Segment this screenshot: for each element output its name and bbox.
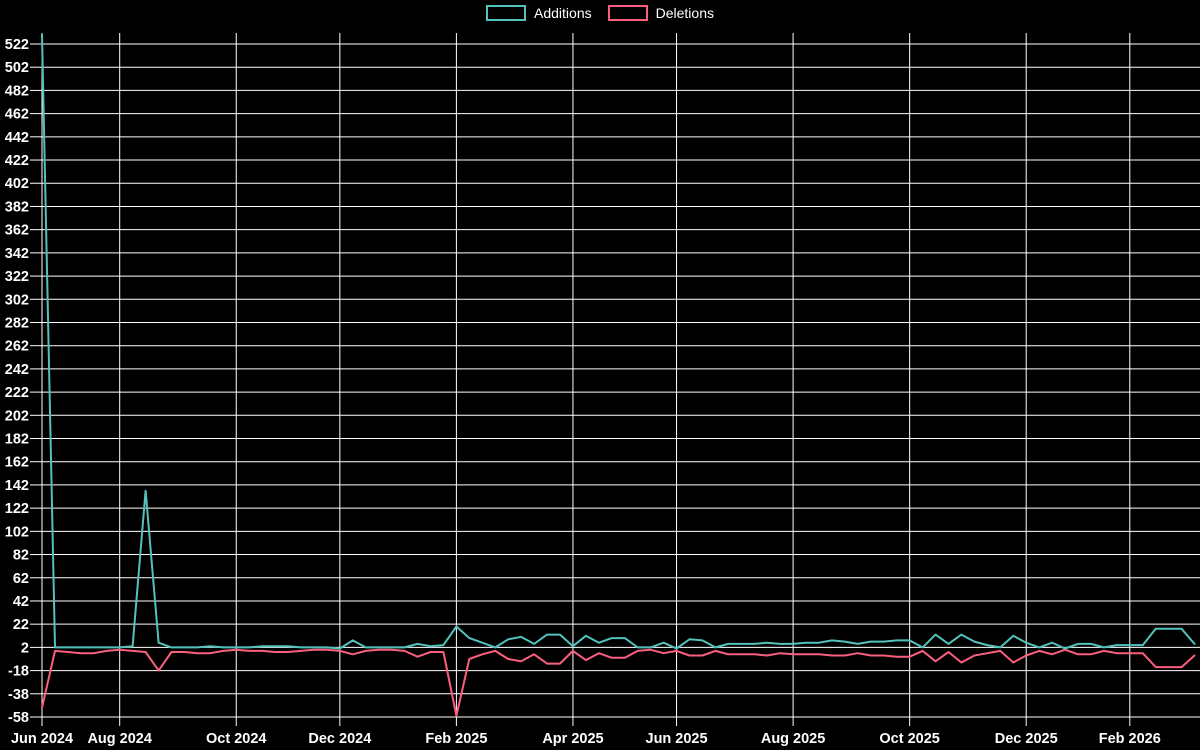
additions-swatch-icon [486, 5, 527, 21]
legend-item-deletions[interactable]: Deletions [607, 5, 714, 21]
x-tick-label: Feb 2025 [425, 731, 487, 747]
y-tick-label: 202 [5, 408, 29, 424]
y-tick-label: 42 [13, 594, 29, 610]
chart-legend: Additions Deletions [0, 5, 1200, 21]
y-tick-label: 102 [5, 524, 29, 540]
y-tick-label: 502 [5, 60, 29, 76]
y-tick-label: 282 [5, 315, 29, 331]
y-tick-label: 262 [5, 339, 29, 355]
y-tick-label: 122 [5, 501, 29, 517]
y-tick-label: 242 [5, 362, 29, 378]
legend-label-deletions: Deletions [655, 5, 714, 21]
x-tick-label: Feb 2026 [1099, 731, 1161, 747]
y-tick-label: 342 [5, 246, 29, 262]
y-tick-label: 402 [5, 176, 29, 192]
y-tick-label: 162 [5, 455, 29, 471]
x-tick-label: Apr 2025 [542, 731, 603, 747]
gridlines [30, 33, 1200, 726]
y-tick-label: 302 [5, 292, 29, 308]
x-tick-label: Aug 2024 [87, 731, 151, 747]
y-tick-label: 22 [13, 617, 29, 633]
x-tick-label: Aug 2025 [761, 731, 825, 747]
legend-label-additions: Additions [534, 5, 592, 21]
x-tick-label: Oct 2025 [879, 731, 939, 747]
y-axis-labels: 5225024824624424224023823623423223022822… [5, 37, 29, 726]
x-tick-label: Dec 2024 [308, 731, 371, 747]
y-tick-label: 522 [5, 37, 29, 53]
y-tick-label: 2 [21, 640, 29, 656]
y-tick-label: 82 [13, 548, 29, 564]
y-tick-label: -38 [8, 687, 29, 703]
y-tick-label: 422 [5, 153, 29, 169]
x-axis-labels: Jun 2024 Aug 2024 Oct 2024 Dec 2024 Feb 2025… [11, 731, 1161, 747]
y-tick-label: 322 [5, 269, 29, 285]
y-tick-label: 222 [5, 385, 29, 401]
y-tick-label: 442 [5, 130, 29, 146]
legend-item-additions[interactable]: Additions [486, 5, 592, 21]
y-tick-label: 62 [13, 571, 29, 587]
x-tick-label: Dec 2025 [995, 731, 1058, 747]
deletions-swatch-icon [607, 5, 648, 21]
x-tick-label: Jun 2024 [11, 731, 73, 747]
x-tick-label: Oct 2024 [206, 731, 266, 747]
y-tick-label: -18 [8, 664, 29, 680]
y-tick-label: 142 [5, 478, 29, 494]
y-tick-label: -58 [8, 710, 29, 726]
deletions-line [41, 648, 1196, 717]
y-tick-label: 182 [5, 432, 29, 448]
additions-line [41, 33, 1196, 650]
y-tick-label: 362 [5, 223, 29, 239]
y-tick-label: 482 [5, 83, 29, 99]
y-tick-label: 462 [5, 107, 29, 123]
x-tick-label: Jun 2025 [646, 731, 708, 747]
y-tick-label: 382 [5, 199, 29, 215]
